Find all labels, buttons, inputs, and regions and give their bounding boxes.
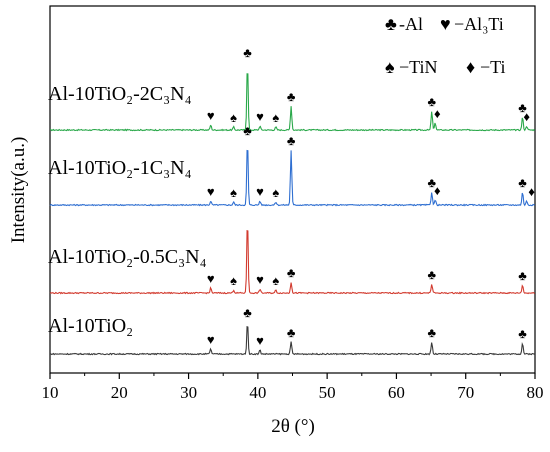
x-axis-title: 2θ (°) xyxy=(271,416,315,437)
series-line-2 xyxy=(49,230,536,295)
phase-marker-3-2: ♥ xyxy=(256,333,264,348)
phase-marker-0-6: ♣ xyxy=(427,94,436,109)
legend-item-3: ♦ −Ti xyxy=(466,57,506,77)
phase-marker-1-4: ♠ xyxy=(272,185,279,200)
x-tick-label-0: 10 xyxy=(42,383,59,402)
club-icon: ♣ xyxy=(385,14,397,34)
phase-marker-0-8: ♣ xyxy=(518,100,527,115)
phase-marker-1-2: ♣ xyxy=(243,123,252,138)
phase-marker-2-2: ♥ xyxy=(256,272,264,287)
phase-marker-1-9: ♦ xyxy=(528,184,535,199)
legend-item-0: ♣ -Al xyxy=(385,14,423,34)
series-labels: Al-10TiO₂-2C₃N₄ Al-10TiO₂-1C₃N₄ Al-10TiO₂-… xyxy=(48,83,207,337)
series-label-0: Al-10TiO₂-2C₃N₄ xyxy=(48,83,192,105)
phase-marker-1-0: ♥ xyxy=(207,184,215,199)
phase-marker-2-5: ♣ xyxy=(427,267,436,282)
x-tick-label-2: 30 xyxy=(180,383,197,402)
legend-label-1: −Al₃Ti xyxy=(454,14,504,34)
phase-markers: ♥ ♠♣♥ ♠♣ ♣♦ ♣♦♥ ♠♣♥ ♠♣♣♦♣♦♥ ♠ ♥ ♠♣ ♣ ♣♥♣♥♣ ♣ ♣ xyxy=(207,45,535,348)
x-tick-label-7: 80 xyxy=(527,383,544,402)
x-tick-label-5: 60 xyxy=(388,383,405,402)
legend-item-2: ♠ −TiN xyxy=(385,57,438,77)
phase-marker-0-7: ♦ xyxy=(434,106,441,121)
diamond-icon: ♦ xyxy=(466,57,475,77)
phase-marker-2-4: ♣ xyxy=(287,265,296,280)
legend-label-0: -Al xyxy=(399,14,423,34)
phase-marker-1-5: ♣ xyxy=(287,133,296,148)
phase-marker-0-4: ♠ xyxy=(272,110,279,125)
series-line-3 xyxy=(49,326,535,356)
phase-marker-1-3: ♥ xyxy=(256,184,264,199)
phase-marker-2-1: ♠ xyxy=(230,273,237,288)
phase-marker-0-0: ♥ xyxy=(207,108,215,123)
phase-marker-2-6: ♣ xyxy=(518,268,527,283)
series-label-2: Al-10TiO₂-0.5C₃N₄ xyxy=(48,246,207,268)
phase-marker-3-5: ♣ xyxy=(518,326,527,341)
phase-marker-3-0: ♥ xyxy=(207,332,215,347)
x-axis-ticks: 10 20 30 40 50 60 70 80 xyxy=(42,373,544,402)
series-label-3: Al-10TiO₂ xyxy=(48,315,133,337)
legend-item-1: ♥ −Al₃Ti xyxy=(440,14,504,34)
phase-marker-1-1: ♠ xyxy=(230,185,237,200)
phase-marker-1-8: ♣ xyxy=(518,175,527,190)
y-axis-title: Intensity(a.u.) xyxy=(8,137,29,244)
legend: ♣ -Al ♥ −Al₃Ti ♠ −TiN ♦ −Ti xyxy=(385,14,506,77)
x-tick-label-4: 50 xyxy=(319,383,336,402)
series-line-0 xyxy=(49,73,536,132)
phase-marker-0-5: ♣ xyxy=(287,89,296,104)
phase-marker-3-1: ♣ xyxy=(243,305,252,320)
phase-marker-0-3: ♥ xyxy=(256,109,264,124)
series-line-1 xyxy=(49,149,535,207)
phase-marker-0-9: ♦ xyxy=(523,109,530,124)
legend-label-3: −Ti xyxy=(480,57,506,77)
x-tick-label-1: 20 xyxy=(111,383,128,402)
x-tick-label-6: 70 xyxy=(457,383,474,402)
phase-marker-2-0: ♥ xyxy=(207,271,215,286)
spade-icon: ♠ xyxy=(385,57,395,77)
legend-label-2: −TiN xyxy=(399,57,438,77)
series-layer xyxy=(49,73,536,356)
series-label-1: Al-10TiO₂-1C₃N₄ xyxy=(48,157,192,179)
x-tick-label-3: 40 xyxy=(249,383,266,402)
phase-marker-0-1: ♠ xyxy=(230,110,237,125)
phase-marker-3-3: ♣ xyxy=(287,325,296,340)
phase-marker-0-2: ♣ xyxy=(243,45,252,60)
phase-marker-2-3: ♠ xyxy=(272,273,279,288)
phase-marker-1-7: ♦ xyxy=(434,183,441,198)
heart-icon: ♥ xyxy=(440,14,451,34)
phase-marker-3-4: ♣ xyxy=(427,325,436,340)
phase-marker-1-6: ♣ xyxy=(427,175,436,190)
